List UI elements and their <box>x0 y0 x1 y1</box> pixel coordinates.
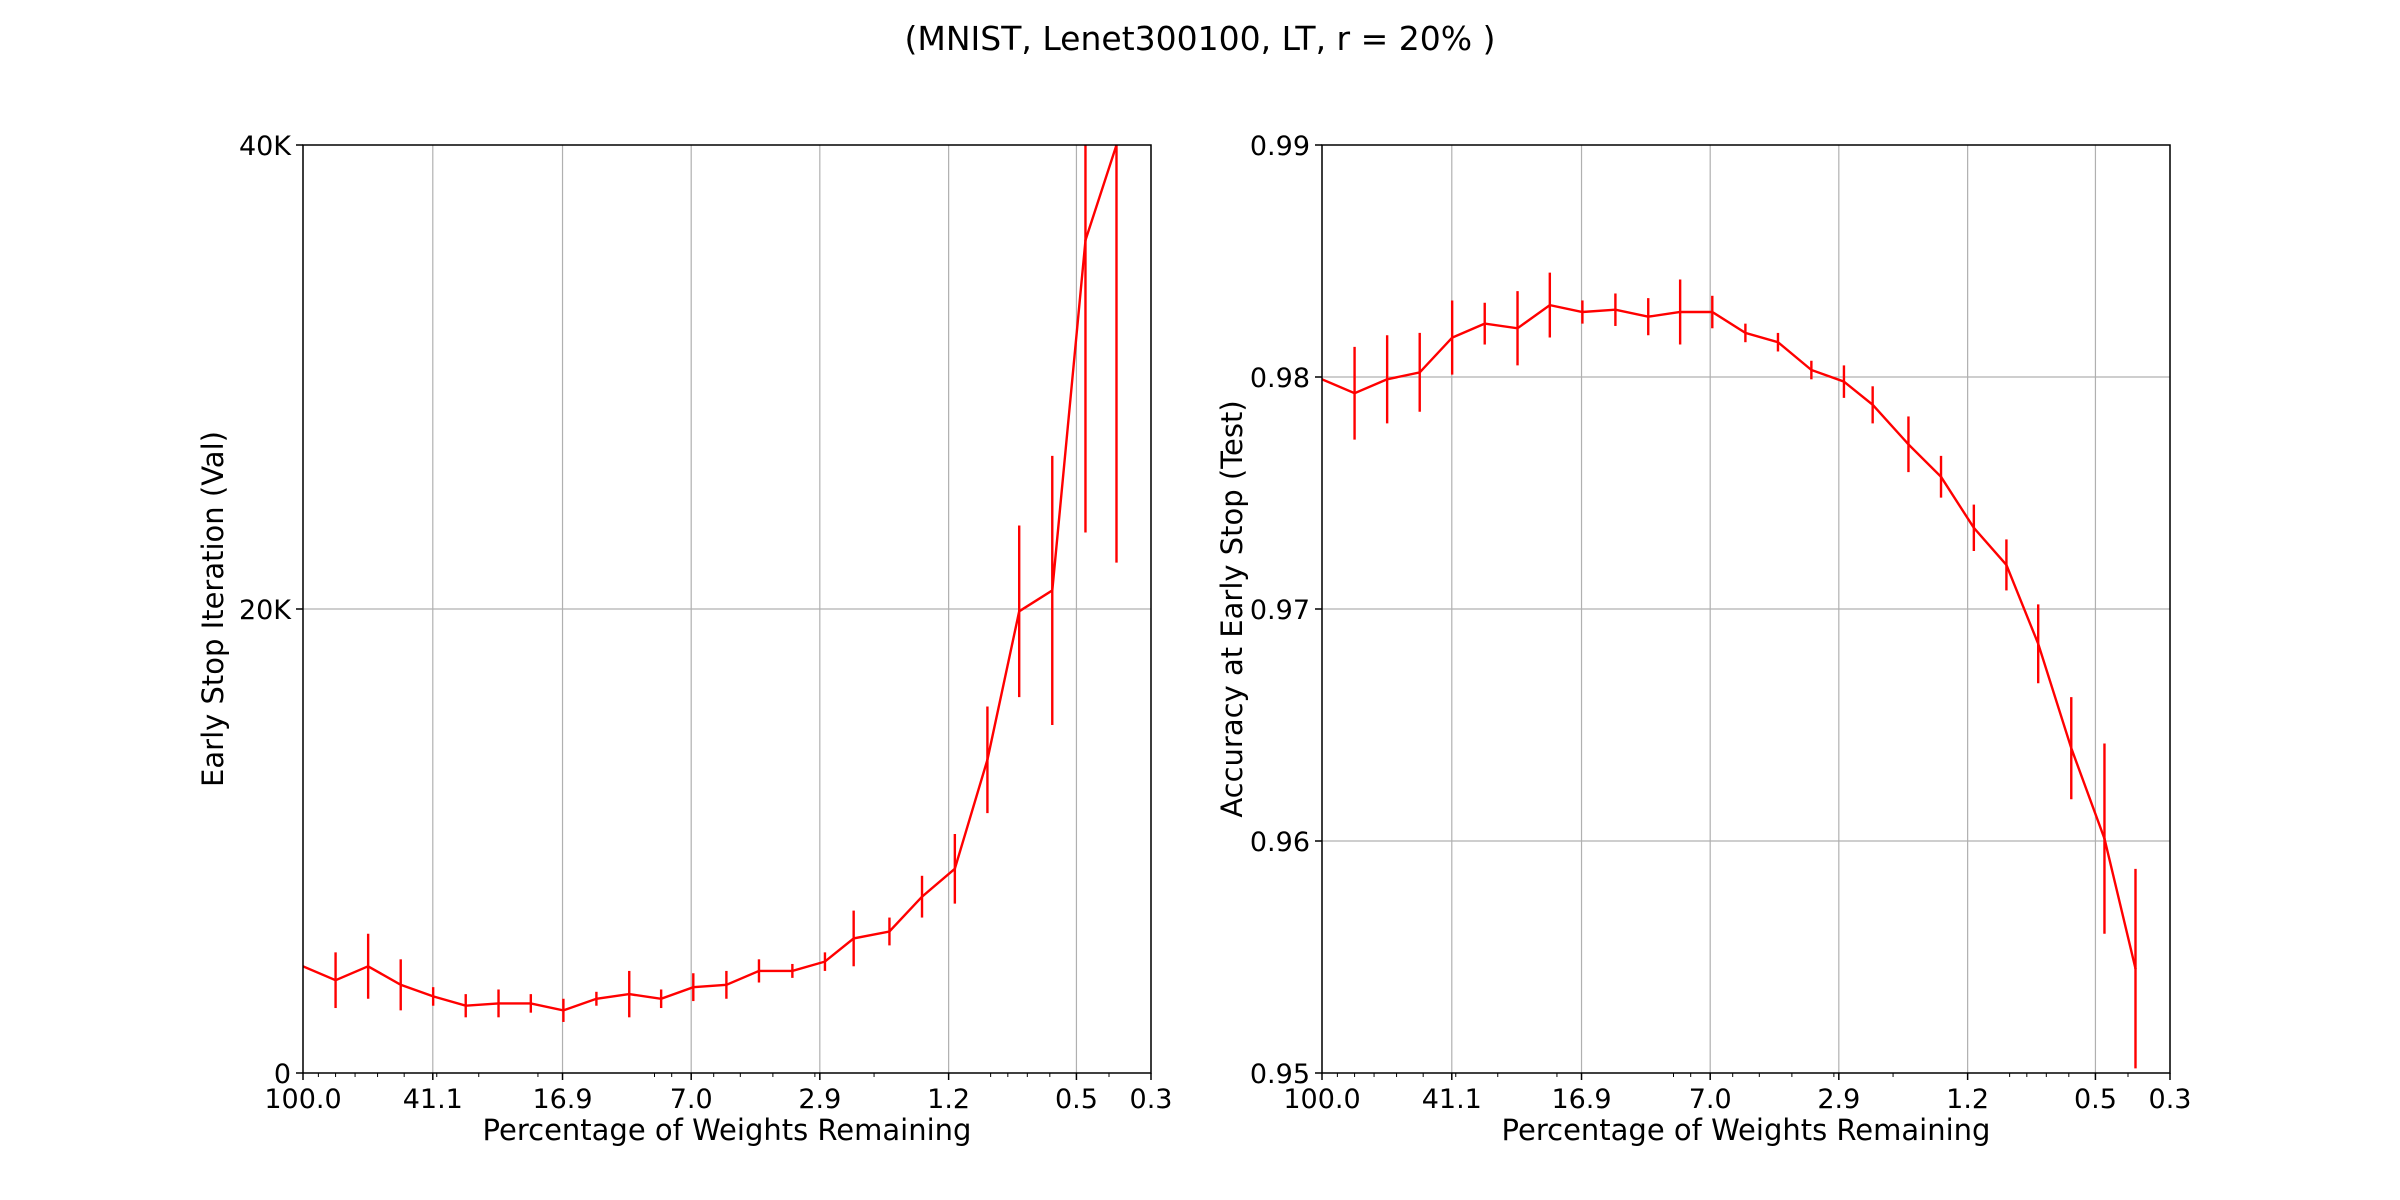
data-point <box>1678 310 1682 314</box>
data-point <box>1353 392 1356 395</box>
y-tick-label: 40K <box>239 131 292 162</box>
data-point <box>464 1004 467 1007</box>
grid-lines <box>1321 145 2171 1073</box>
x-tick-label: 0.3 <box>2149 1084 2192 1115</box>
y-axis-label: Accuracy at Early Stop (Test) <box>1215 400 1249 817</box>
data-point <box>628 992 631 996</box>
x-tick-label: 41.1 <box>1422 1084 1482 1115</box>
y-tick-label: 0.95 <box>1250 1059 1310 1090</box>
data-point <box>888 930 891 933</box>
y-tick-label: 20K <box>239 595 292 626</box>
x-axis-label: Percentage of Weights Remaining <box>483 1113 972 1147</box>
x-tick-label: 0.3 <box>1130 1084 1173 1115</box>
x-tick-label: 41.1 <box>403 1084 463 1115</box>
data-point <box>2005 563 2008 567</box>
data-point <box>920 895 924 898</box>
x-tick-label: 1.2 <box>1946 1084 1989 1115</box>
x-tick-label: 0.5 <box>1055 1084 1098 1115</box>
chart-panel-early-stop: 100.0 41.1 16.9 7.0 2.9 1.2 0.5 0.3 0 20K 40K Perc… <box>196 131 1173 1147</box>
y-tick-label: 0.98 <box>1250 363 1310 394</box>
data-point <box>1776 341 1780 344</box>
data-point <box>1018 610 1021 613</box>
data-point <box>497 1002 500 1005</box>
data-point <box>1516 327 1519 330</box>
data-point <box>431 995 435 998</box>
data-point <box>399 983 402 987</box>
data-point <box>823 960 827 963</box>
data-point <box>2070 747 2073 750</box>
x-tick-label: 2.9 <box>1817 1084 1860 1115</box>
data-point <box>757 969 761 973</box>
series-line <box>1322 303 2137 969</box>
x-tick-label: 16.9 <box>1551 1084 1611 1115</box>
data-point <box>1842 380 1846 383</box>
data-point <box>1647 315 1650 318</box>
x-tick-label: 7.0 <box>1689 1084 1732 1115</box>
data-point <box>2037 642 2040 645</box>
y-tick-label: 0 <box>274 1059 291 1090</box>
data-point <box>791 969 794 973</box>
x-axis-label: Percentage of Weights Remaining <box>1502 1113 1991 1147</box>
axis-ticks: 100.0 41.1 16.9 7.0 2.9 1.2 0.5 0.3 0 20K 40K <box>239 131 1173 1115</box>
data-point <box>725 983 728 987</box>
figure-title: (MNIST, Lenet300100, LT, r = 20% ) <box>905 19 1496 58</box>
data-point <box>659 997 663 1000</box>
x-tick-label: 100.0 <box>264 1084 341 1115</box>
y-axis-label: Early Stop Iteration (Val) <box>196 431 230 787</box>
x-tick-label: 2.9 <box>798 1084 841 1115</box>
x-tick-label: 7.0 <box>670 1084 713 1115</box>
data-point <box>1907 443 1910 446</box>
data-point <box>562 1009 565 1012</box>
grid-lines <box>302 145 1152 1073</box>
data-point <box>1972 526 1976 529</box>
data-point <box>1871 403 1874 407</box>
x-tick-label: 100.0 <box>1283 1084 1360 1115</box>
data-point <box>1084 238 1087 242</box>
y-tick-label: 0.99 <box>1250 131 1310 162</box>
x-tick-label: 1.2 <box>927 1084 970 1115</box>
data-point <box>529 1002 533 1005</box>
y-tick-label: 0.97 <box>1250 595 1310 626</box>
data-point <box>1483 322 1486 325</box>
series-layer <box>303 145 1118 1022</box>
chart-panel-accuracy: 100.0 41.1 16.9 7.0 2.9 1.2 0.5 0.3 0.95 0.96 0.97… <box>1215 131 2191 1147</box>
data-point <box>986 758 989 761</box>
data-point <box>1051 589 1054 592</box>
data-point <box>953 867 957 871</box>
data-point <box>1810 368 1813 372</box>
data-point <box>1548 303 1552 307</box>
y-tick-label: 0.96 <box>1250 827 1310 858</box>
data-point <box>334 979 337 982</box>
data-point <box>1939 475 1943 478</box>
data-point <box>366 965 370 968</box>
data-point <box>2134 967 2137 970</box>
data-point <box>1581 310 1584 314</box>
data-point <box>852 937 855 940</box>
data-point <box>692 985 695 989</box>
data-point <box>2103 837 2106 840</box>
data-point <box>1385 378 1389 381</box>
data-point <box>1418 371 1421 374</box>
series-line <box>303 145 1118 1012</box>
x-tick-label: 0.5 <box>2074 1084 2117 1115</box>
data-point <box>1744 331 1747 335</box>
x-tick-label: 16.9 <box>532 1084 592 1115</box>
data-point <box>1711 310 1714 314</box>
data-point <box>1450 336 1454 339</box>
data-point <box>1614 308 1617 311</box>
data-point <box>595 997 598 1000</box>
series-layer <box>1322 272 2137 1069</box>
axis-ticks: 100.0 41.1 16.9 7.0 2.9 1.2 0.5 0.3 0.95 0.96 0.97… <box>1250 131 2192 1115</box>
